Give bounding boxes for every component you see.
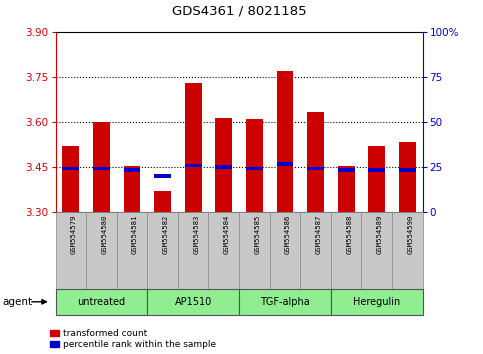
Bar bbox=[300, 212, 331, 289]
Bar bbox=[331, 289, 423, 315]
Text: GSM554579: GSM554579 bbox=[71, 215, 77, 254]
Bar bbox=[124, 166, 141, 212]
Text: TGF-alpha: TGF-alpha bbox=[260, 297, 310, 307]
Bar bbox=[338, 166, 355, 212]
Bar bbox=[399, 142, 416, 212]
Text: GSM554588: GSM554588 bbox=[346, 215, 352, 254]
Bar bbox=[338, 168, 355, 172]
Bar bbox=[93, 122, 110, 212]
Text: GSM554587: GSM554587 bbox=[315, 215, 322, 254]
Bar bbox=[369, 146, 385, 212]
Bar bbox=[399, 168, 416, 172]
Text: GSM554583: GSM554583 bbox=[193, 215, 199, 254]
Bar bbox=[154, 191, 171, 212]
Text: GSM554589: GSM554589 bbox=[377, 215, 383, 254]
Bar bbox=[62, 167, 79, 170]
Bar bbox=[270, 212, 300, 289]
Text: AP1510: AP1510 bbox=[174, 297, 212, 307]
Bar bbox=[331, 212, 361, 289]
Text: agent: agent bbox=[2, 297, 32, 307]
Legend: transformed count, percentile rank within the sample: transformed count, percentile rank withi… bbox=[50, 329, 216, 349]
Bar bbox=[178, 212, 209, 289]
Bar bbox=[277, 71, 293, 212]
Bar bbox=[307, 167, 324, 170]
Bar bbox=[185, 83, 201, 212]
Text: GSM554586: GSM554586 bbox=[285, 215, 291, 254]
Bar bbox=[215, 165, 232, 169]
Text: GSM554582: GSM554582 bbox=[163, 215, 169, 254]
Bar bbox=[93, 167, 110, 170]
Bar bbox=[117, 212, 147, 289]
Text: GSM554585: GSM554585 bbox=[255, 215, 260, 254]
Bar bbox=[361, 212, 392, 289]
Text: Heregulin: Heregulin bbox=[353, 297, 400, 307]
Bar bbox=[147, 212, 178, 289]
Text: untreated: untreated bbox=[77, 297, 126, 307]
Bar bbox=[277, 162, 293, 166]
Bar bbox=[239, 289, 331, 315]
Bar bbox=[392, 212, 423, 289]
Bar bbox=[62, 146, 79, 212]
Bar bbox=[86, 212, 117, 289]
Bar bbox=[56, 212, 86, 289]
Bar bbox=[154, 174, 171, 178]
Bar bbox=[215, 118, 232, 212]
Bar bbox=[239, 212, 270, 289]
Bar bbox=[369, 168, 385, 172]
Text: GSM554580: GSM554580 bbox=[101, 215, 107, 254]
Bar bbox=[124, 168, 141, 172]
Text: GSM554581: GSM554581 bbox=[132, 215, 138, 254]
Bar bbox=[246, 167, 263, 170]
Bar bbox=[56, 289, 147, 315]
Text: GSM554590: GSM554590 bbox=[407, 215, 413, 254]
Text: GDS4361 / 8021185: GDS4361 / 8021185 bbox=[172, 5, 306, 18]
Bar bbox=[209, 212, 239, 289]
Bar bbox=[147, 289, 239, 315]
Text: GSM554584: GSM554584 bbox=[224, 215, 230, 254]
Bar bbox=[185, 164, 201, 167]
Bar bbox=[246, 119, 263, 212]
Bar bbox=[307, 112, 324, 212]
